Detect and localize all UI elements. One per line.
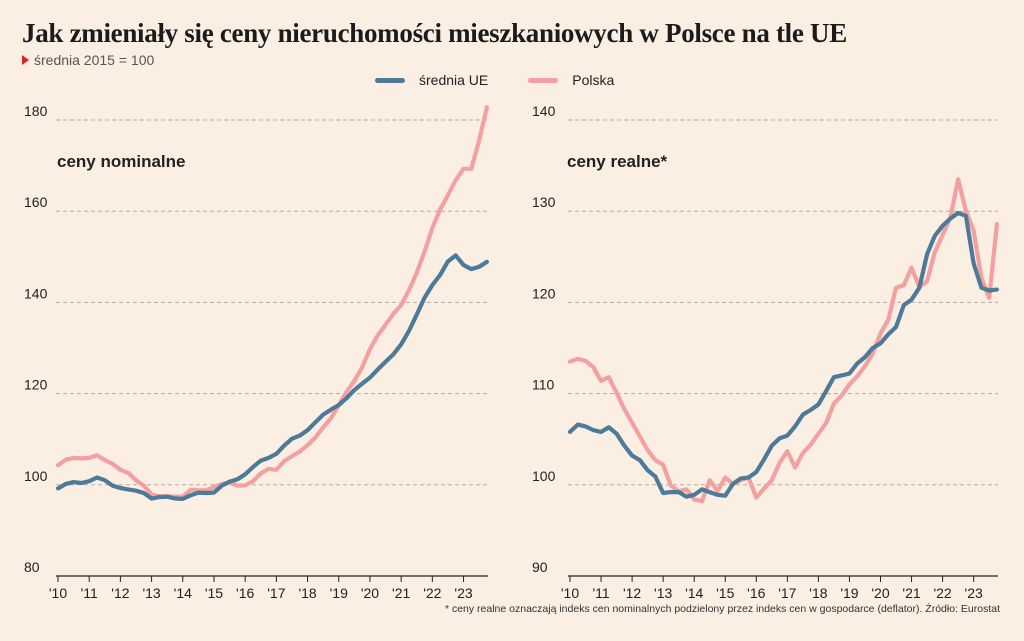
y-tick-label: 80 [24, 559, 40, 575]
x-tick-label: '18 [809, 585, 827, 601]
legend-label-eu: średnia UE [419, 72, 489, 88]
red-triangle-icon [22, 55, 29, 65]
footnote: * ceny realne oznaczają indeks cen nomin… [444, 603, 1000, 615]
x-tick-label: '20 [871, 585, 889, 601]
x-tick-label: '13 [142, 585, 160, 601]
legend: średnia UE Polska [375, 72, 614, 88]
x-tick-label: '10 [561, 585, 579, 601]
x-tick-label: '14 [174, 585, 192, 601]
y-tick-label: 180 [24, 103, 48, 119]
series-line-eu-average [55, 253, 489, 501]
x-tick-label: '11 [81, 585, 98, 601]
x-tick-label: '17 [778, 585, 796, 601]
x-tick-label: '23 [454, 585, 472, 601]
x-tick-label: '12 [623, 585, 641, 601]
y-tick-label: 140 [24, 285, 48, 301]
x-tick-label: '22 [933, 585, 951, 601]
x-tick-label: '20 [361, 585, 379, 601]
y-tick-label: 110 [532, 377, 555, 393]
subtitle-text: średnia 2015 = 100 [34, 52, 155, 68]
y-tick-label: 160 [24, 194, 48, 210]
series-line-poland [55, 105, 489, 499]
x-tick-label: '23 [965, 585, 983, 601]
x-tick-label: '16 [747, 585, 765, 601]
x-tick-label: '11 [592, 585, 609, 601]
x-tick-label: '19 [330, 585, 348, 601]
y-tick-label: 120 [532, 285, 556, 301]
x-tick-label: '13 [654, 585, 672, 601]
legend-label-poland: Polska [572, 72, 615, 88]
series-line-poland [567, 177, 1000, 504]
y-tick-label: 120 [24, 377, 48, 393]
y-tick-label: 100 [532, 468, 556, 484]
x-tick-label: '15 [716, 585, 734, 601]
legend-item-poland: Polska [528, 72, 614, 88]
x-tick-label: '19 [840, 585, 858, 601]
panel-title: ceny nominalne [57, 152, 185, 171]
page-title: Jak zmieniały się ceny nieruchomości mie… [22, 18, 847, 48]
legend-swatch-poland [528, 77, 559, 83]
x-tick-label: '21 [902, 585, 920, 601]
x-tick-label: '22 [423, 585, 441, 601]
y-tick-label: 100 [24, 468, 48, 484]
x-tick-label: '16 [236, 585, 254, 601]
x-tick-label: '12 [111, 585, 129, 601]
x-tick-label: '15 [205, 585, 223, 601]
y-tick-label: 90 [532, 559, 548, 575]
panel-title: ceny realne* [567, 152, 668, 171]
legend-swatch-eu [375, 77, 405, 83]
series-line-eu-average [567, 210, 1000, 499]
x-tick-label: '17 [267, 585, 285, 601]
x-tick-label: '21 [392, 585, 410, 601]
x-tick-label: '18 [298, 585, 316, 601]
x-tick-label: '14 [685, 585, 703, 601]
y-tick-label: 140 [532, 103, 556, 119]
legend-item-eu: średnia UE [375, 72, 488, 88]
y-tick-label: 130 [532, 194, 556, 210]
subtitle: średnia 2015 = 100 [22, 52, 154, 68]
x-tick-label: '10 [49, 585, 67, 601]
